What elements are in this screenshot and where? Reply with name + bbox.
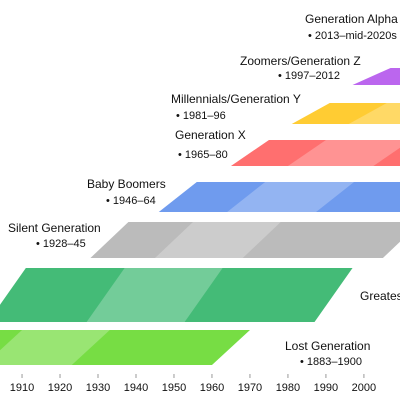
- generation-band-overlap: [227, 182, 355, 212]
- x-tick-label: 1910: [10, 382, 34, 394]
- generation-band: [352, 68, 400, 85]
- x-tick-label: 1960: [200, 382, 224, 394]
- generation-band-overlap: [86, 268, 223, 322]
- generation-range: • 1965–80: [178, 149, 228, 161]
- x-tick-label: 1930: [86, 382, 110, 394]
- generation-band-overlap: [348, 103, 400, 124]
- generation-range: • 1946–64: [106, 195, 156, 207]
- generation-name: Generation Alpha: [305, 12, 398, 26]
- x-tick-label: 1990: [314, 382, 338, 394]
- generation-band-overlap: [154, 222, 281, 258]
- x-tick-label: 1940: [124, 382, 148, 394]
- generation-band: [90, 222, 400, 258]
- generation-range: • 1997–2012: [278, 70, 340, 82]
- generation-name: Greatest Generation: [360, 289, 400, 303]
- generation-band: [0, 330, 250, 365]
- x-tick-label: 1970: [238, 382, 262, 394]
- generation-range: • 1883–1900: [300, 356, 362, 368]
- x-tick-label: 1920: [48, 382, 72, 394]
- generation-name: Millennials/Generation Y: [171, 92, 301, 106]
- generation-name: Zoomers/Generation Z: [240, 54, 361, 68]
- generation-band: [158, 182, 400, 212]
- x-tick-label: 2000: [352, 382, 376, 394]
- generation-range: • 2013–mid-2020s: [308, 30, 397, 42]
- generation-band: [230, 140, 400, 166]
- generation-band-overlap: [287, 140, 400, 166]
- generation-name: Baby Boomers: [87, 177, 166, 191]
- generation-band: [0, 268, 353, 322]
- generation-band: [291, 103, 400, 124]
- generation-name: Lost Generation: [285, 339, 370, 353]
- generation-band-overlap: [0, 330, 110, 365]
- x-tick-label: 1950: [162, 382, 186, 394]
- generation-name: Silent Generation: [8, 221, 101, 235]
- generation-name: Generation X: [175, 128, 246, 142]
- generation-range: • 1981–96: [176, 110, 226, 122]
- x-tick-label: 1980: [276, 382, 300, 394]
- generation-range: • 1928–45: [36, 238, 86, 250]
